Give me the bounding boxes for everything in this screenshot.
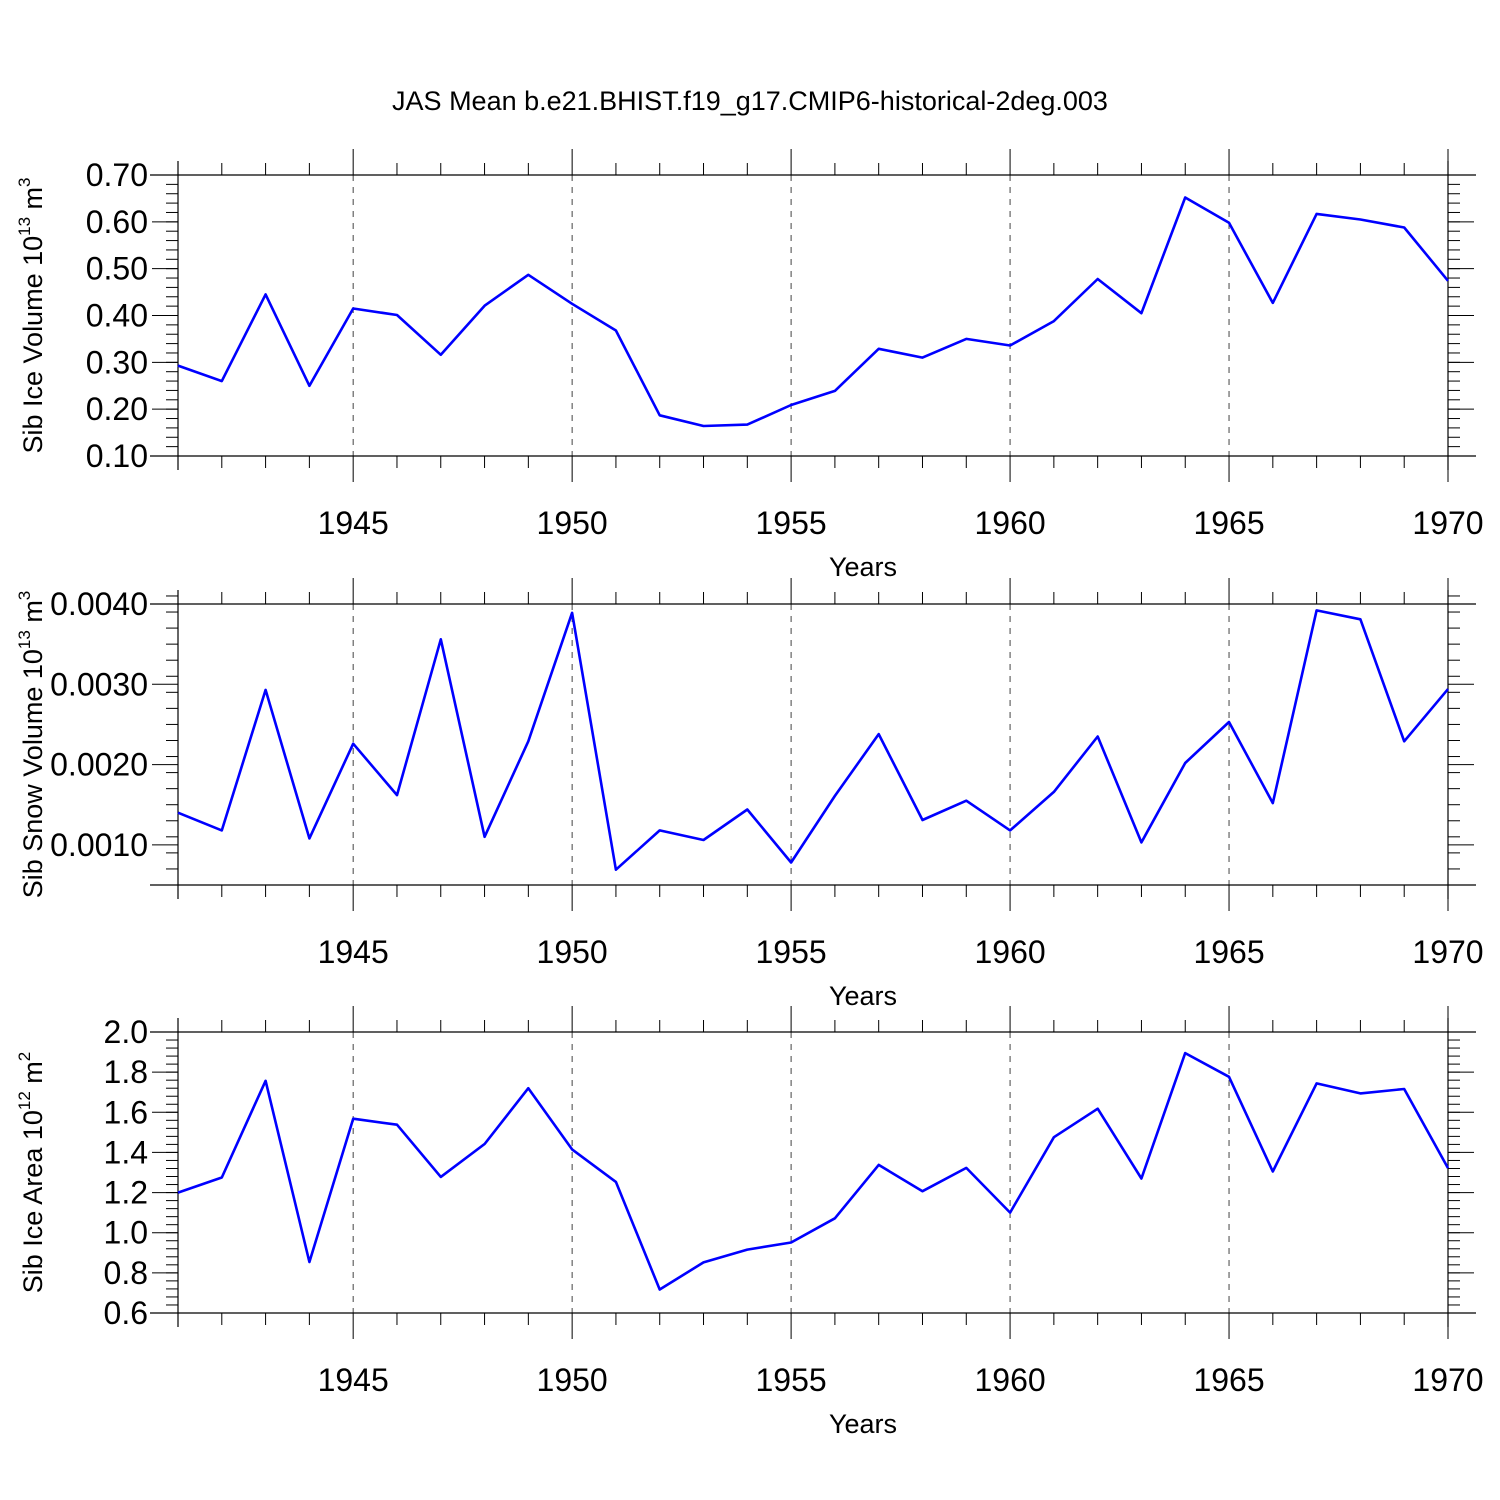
y-tick-label: 0.0020 [50,747,148,783]
y-tick-label: 0.0010 [50,827,148,863]
y-tick-label: 1.4 [104,1134,148,1170]
y-tick-label: 0.0040 [50,586,148,622]
y-tick-label: 0.30 [86,344,148,380]
x-tick-label-1970: 1970 [1412,934,1483,970]
y-tick-label: 0.40 [86,298,148,334]
y-tick-label: 0.60 [86,204,148,240]
x-tick-label-1965: 1965 [1193,505,1264,541]
y-tick-label: 0.70 [86,157,148,193]
y-tick-label: 1.2 [104,1175,148,1211]
x-tick-label-1960: 1960 [974,934,1045,970]
y-tick-label: 2.0 [104,1014,148,1050]
x-axis-title: Years [829,1409,897,1439]
series-line-snow-volume [177,609,1449,872]
y-tick-label: 1.6 [104,1094,148,1130]
y-tick-label: 1.8 [104,1054,148,1090]
x-tick-label-1945: 1945 [318,505,389,541]
y-tick-label: 0.0030 [50,666,148,702]
panel-sib-ice-volume: 0.10 0.20 0.30 0.40 0.50 0.60 0.70 1945 1950 1955… [15,149,1484,582]
series-line-ice-area [177,1051,1450,1291]
y-tick-label: 0.8 [104,1255,148,1291]
x-tick-label-1945: 1945 [318,934,389,970]
x-tick-label-1965: 1965 [1193,934,1264,970]
x-tick-label-1960: 1960 [974,505,1045,541]
y-tick-label: 0.10 [86,438,148,474]
x-axis-title: Years [829,552,897,582]
x-tick-label-1960: 1960 [974,1362,1045,1398]
x-tick-label-1955: 1955 [756,1362,827,1398]
x-tick-label-1945: 1945 [318,1362,389,1398]
x-tick-label-1970: 1970 [1412,505,1483,541]
x-tick-label-1965: 1965 [1193,1362,1264,1398]
panel-sib-snow-volume: 0.0010 0.0020 0.0030 0.0040 1945 1950 1955 1960… [15,578,1484,1011]
y-tick-label: 0.50 [86,251,148,287]
x-tick-label-1955: 1955 [756,934,827,970]
series-line-ice-volume [177,196,1450,428]
x-tick-label-1950: 1950 [537,934,608,970]
y-tick-label: 0.20 [86,391,148,427]
y-axis-title: Sib Ice Volume 1013 m3 [15,177,48,453]
x-tick-label-1950: 1950 [537,1362,608,1398]
x-tick-label-1970: 1970 [1412,1362,1483,1398]
x-tick-label-1950: 1950 [537,505,608,541]
y-tick-label: 0.6 [104,1295,148,1331]
x-axis-title: Years [829,981,897,1011]
y-axis-title: Sib Ice Area 1012 m2 [15,1052,48,1294]
x-tick-label-1955: 1955 [756,505,827,541]
y-tick-label: 1.0 [104,1215,148,1251]
y-axis-title: Sib Snow Volume 1013 m3 [15,591,48,899]
panel-sib-ice-area: 0.6 0.8 1.0 1.2 1.4 1.6 1.8 2.0 1945 1950 1955 1960… [15,1006,1484,1439]
figure-title: JAS Mean b.e21.BHIST.f19_g17.CMIP6-histo… [392,86,1108,116]
